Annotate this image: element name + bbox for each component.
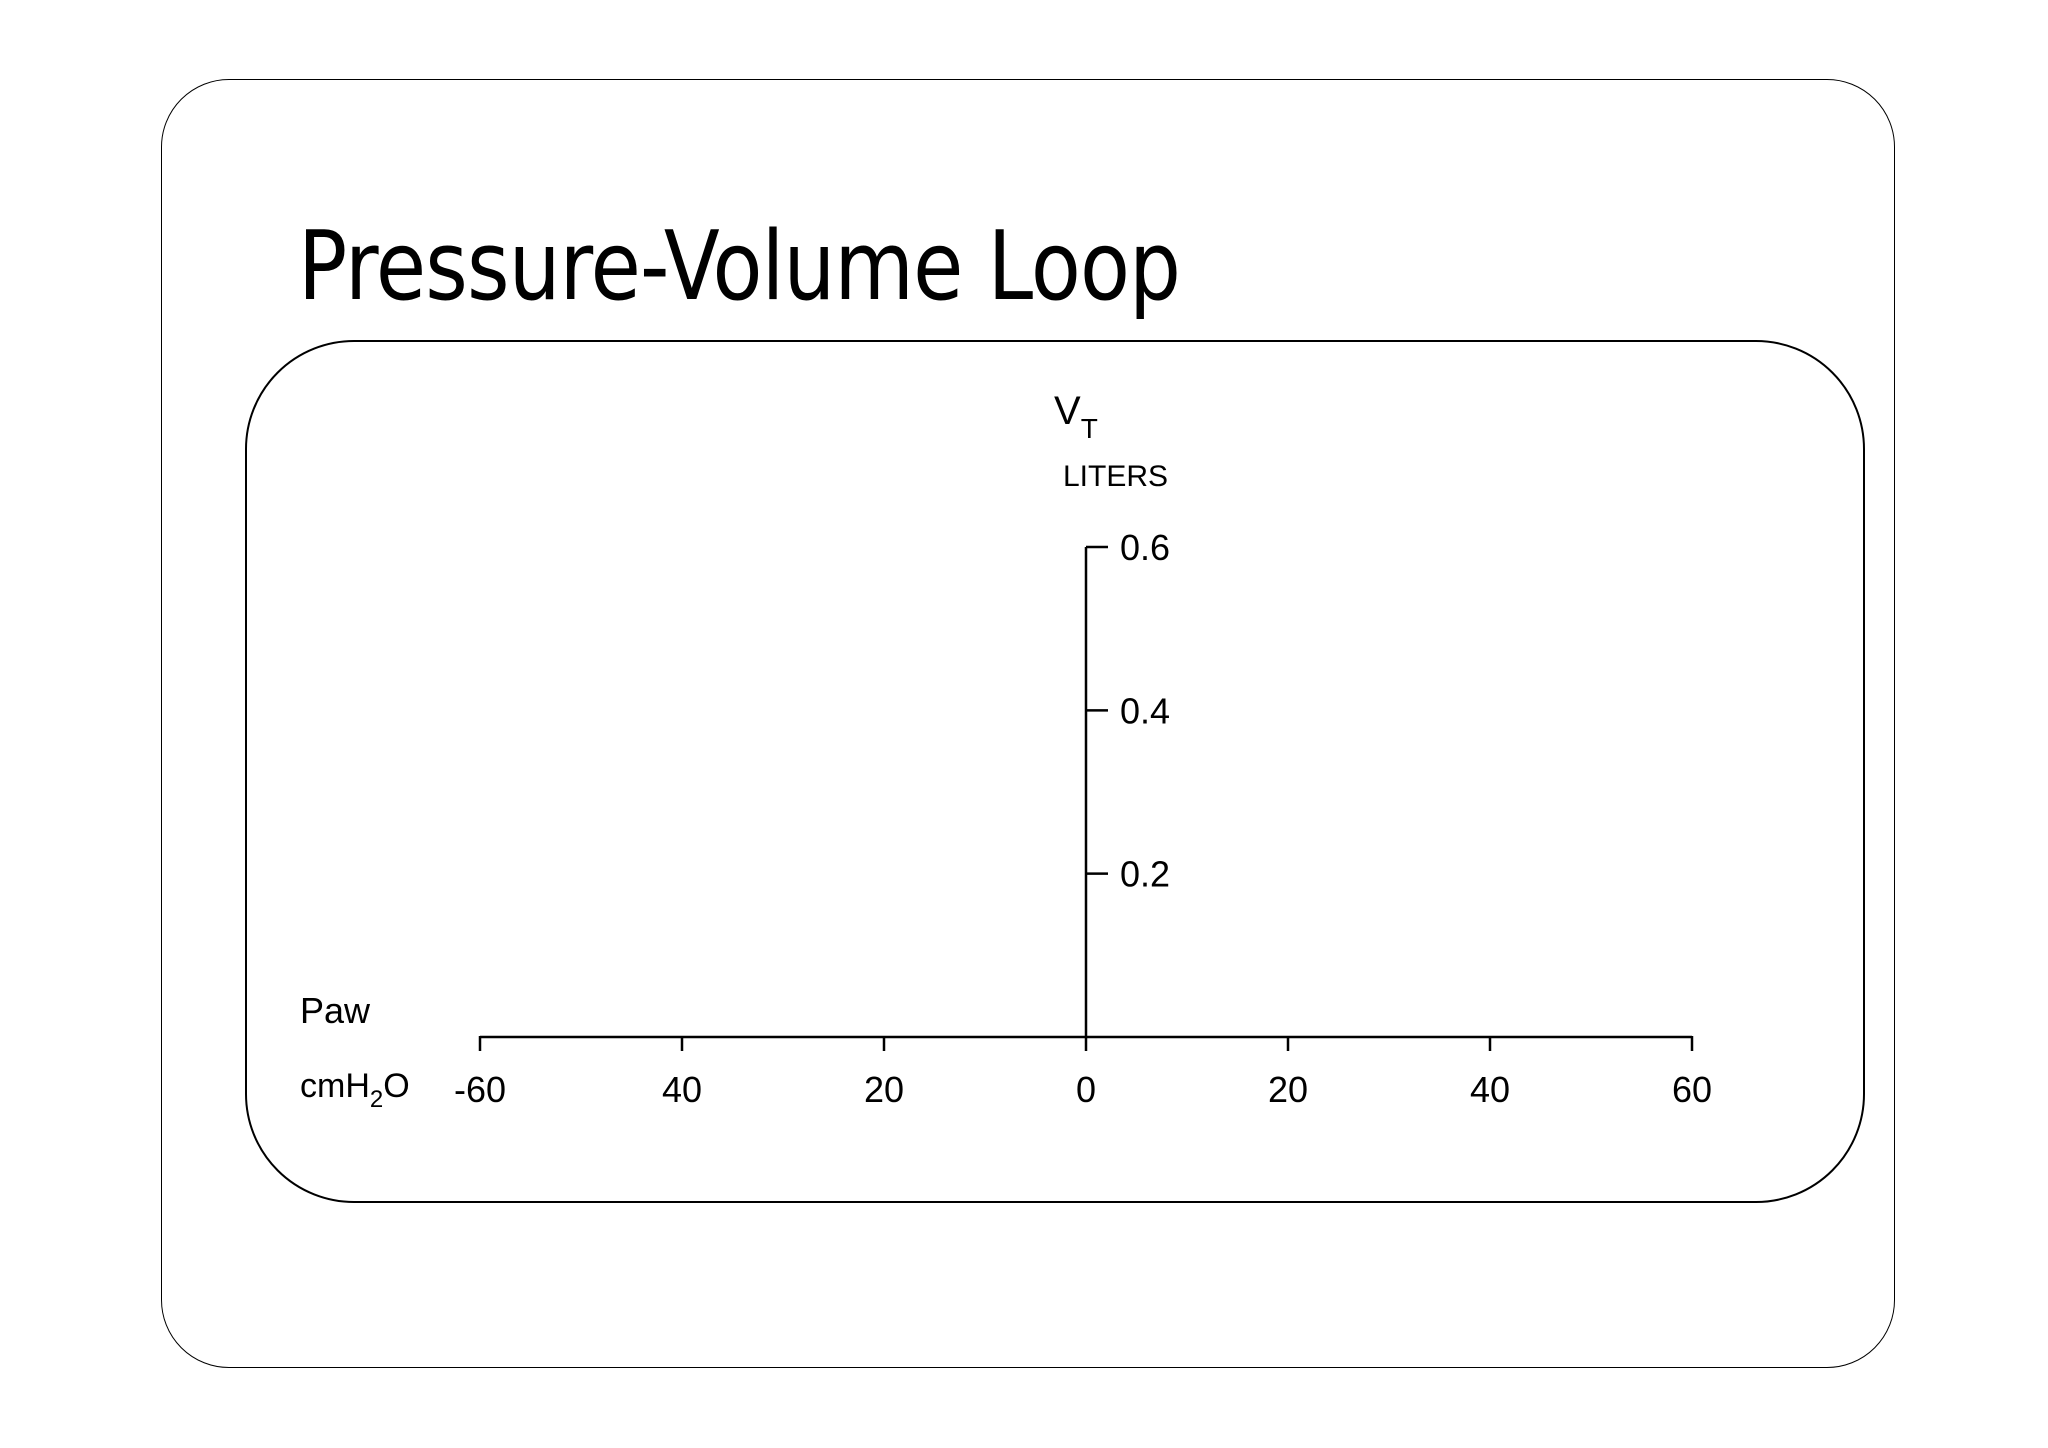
x-tick-label: 40 — [662, 1069, 702, 1110]
x-tick-label: 0 — [1076, 1069, 1096, 1110]
y-axis-title: VT LITERS — [1054, 389, 1168, 493]
x-axis-ticks: -60 40 20 0 20 40 60 — [454, 1036, 1712, 1110]
x-tick-label: 20 — [864, 1069, 904, 1110]
y-tick-label: 0.6 — [1120, 527, 1170, 568]
x-tick-label: -60 — [454, 1069, 506, 1110]
x-tick-label: 60 — [1672, 1069, 1712, 1110]
y-axis-ticks: 0.2 0.4 0.6 — [1086, 527, 1170, 895]
y-axis-unit: LITERS — [1063, 460, 1168, 493]
y-tick-label: 0.2 — [1120, 854, 1170, 895]
x-tick-label: 40 — [1470, 1069, 1510, 1110]
x-axis-unit: cmH2O — [300, 1067, 410, 1113]
x-axis-label: Paw — [300, 990, 371, 1031]
y-axis-label: VT — [1054, 389, 1098, 444]
x-axis-title: Paw cmH2O — [300, 990, 410, 1113]
y-tick-label: 0.4 — [1120, 690, 1170, 731]
slide-title: Pressure-Volume Loop — [298, 212, 1181, 322]
x-tick-label: 20 — [1268, 1069, 1308, 1110]
chart-panel — [245, 340, 1865, 1203]
slide-frame — [161, 79, 1895, 1368]
